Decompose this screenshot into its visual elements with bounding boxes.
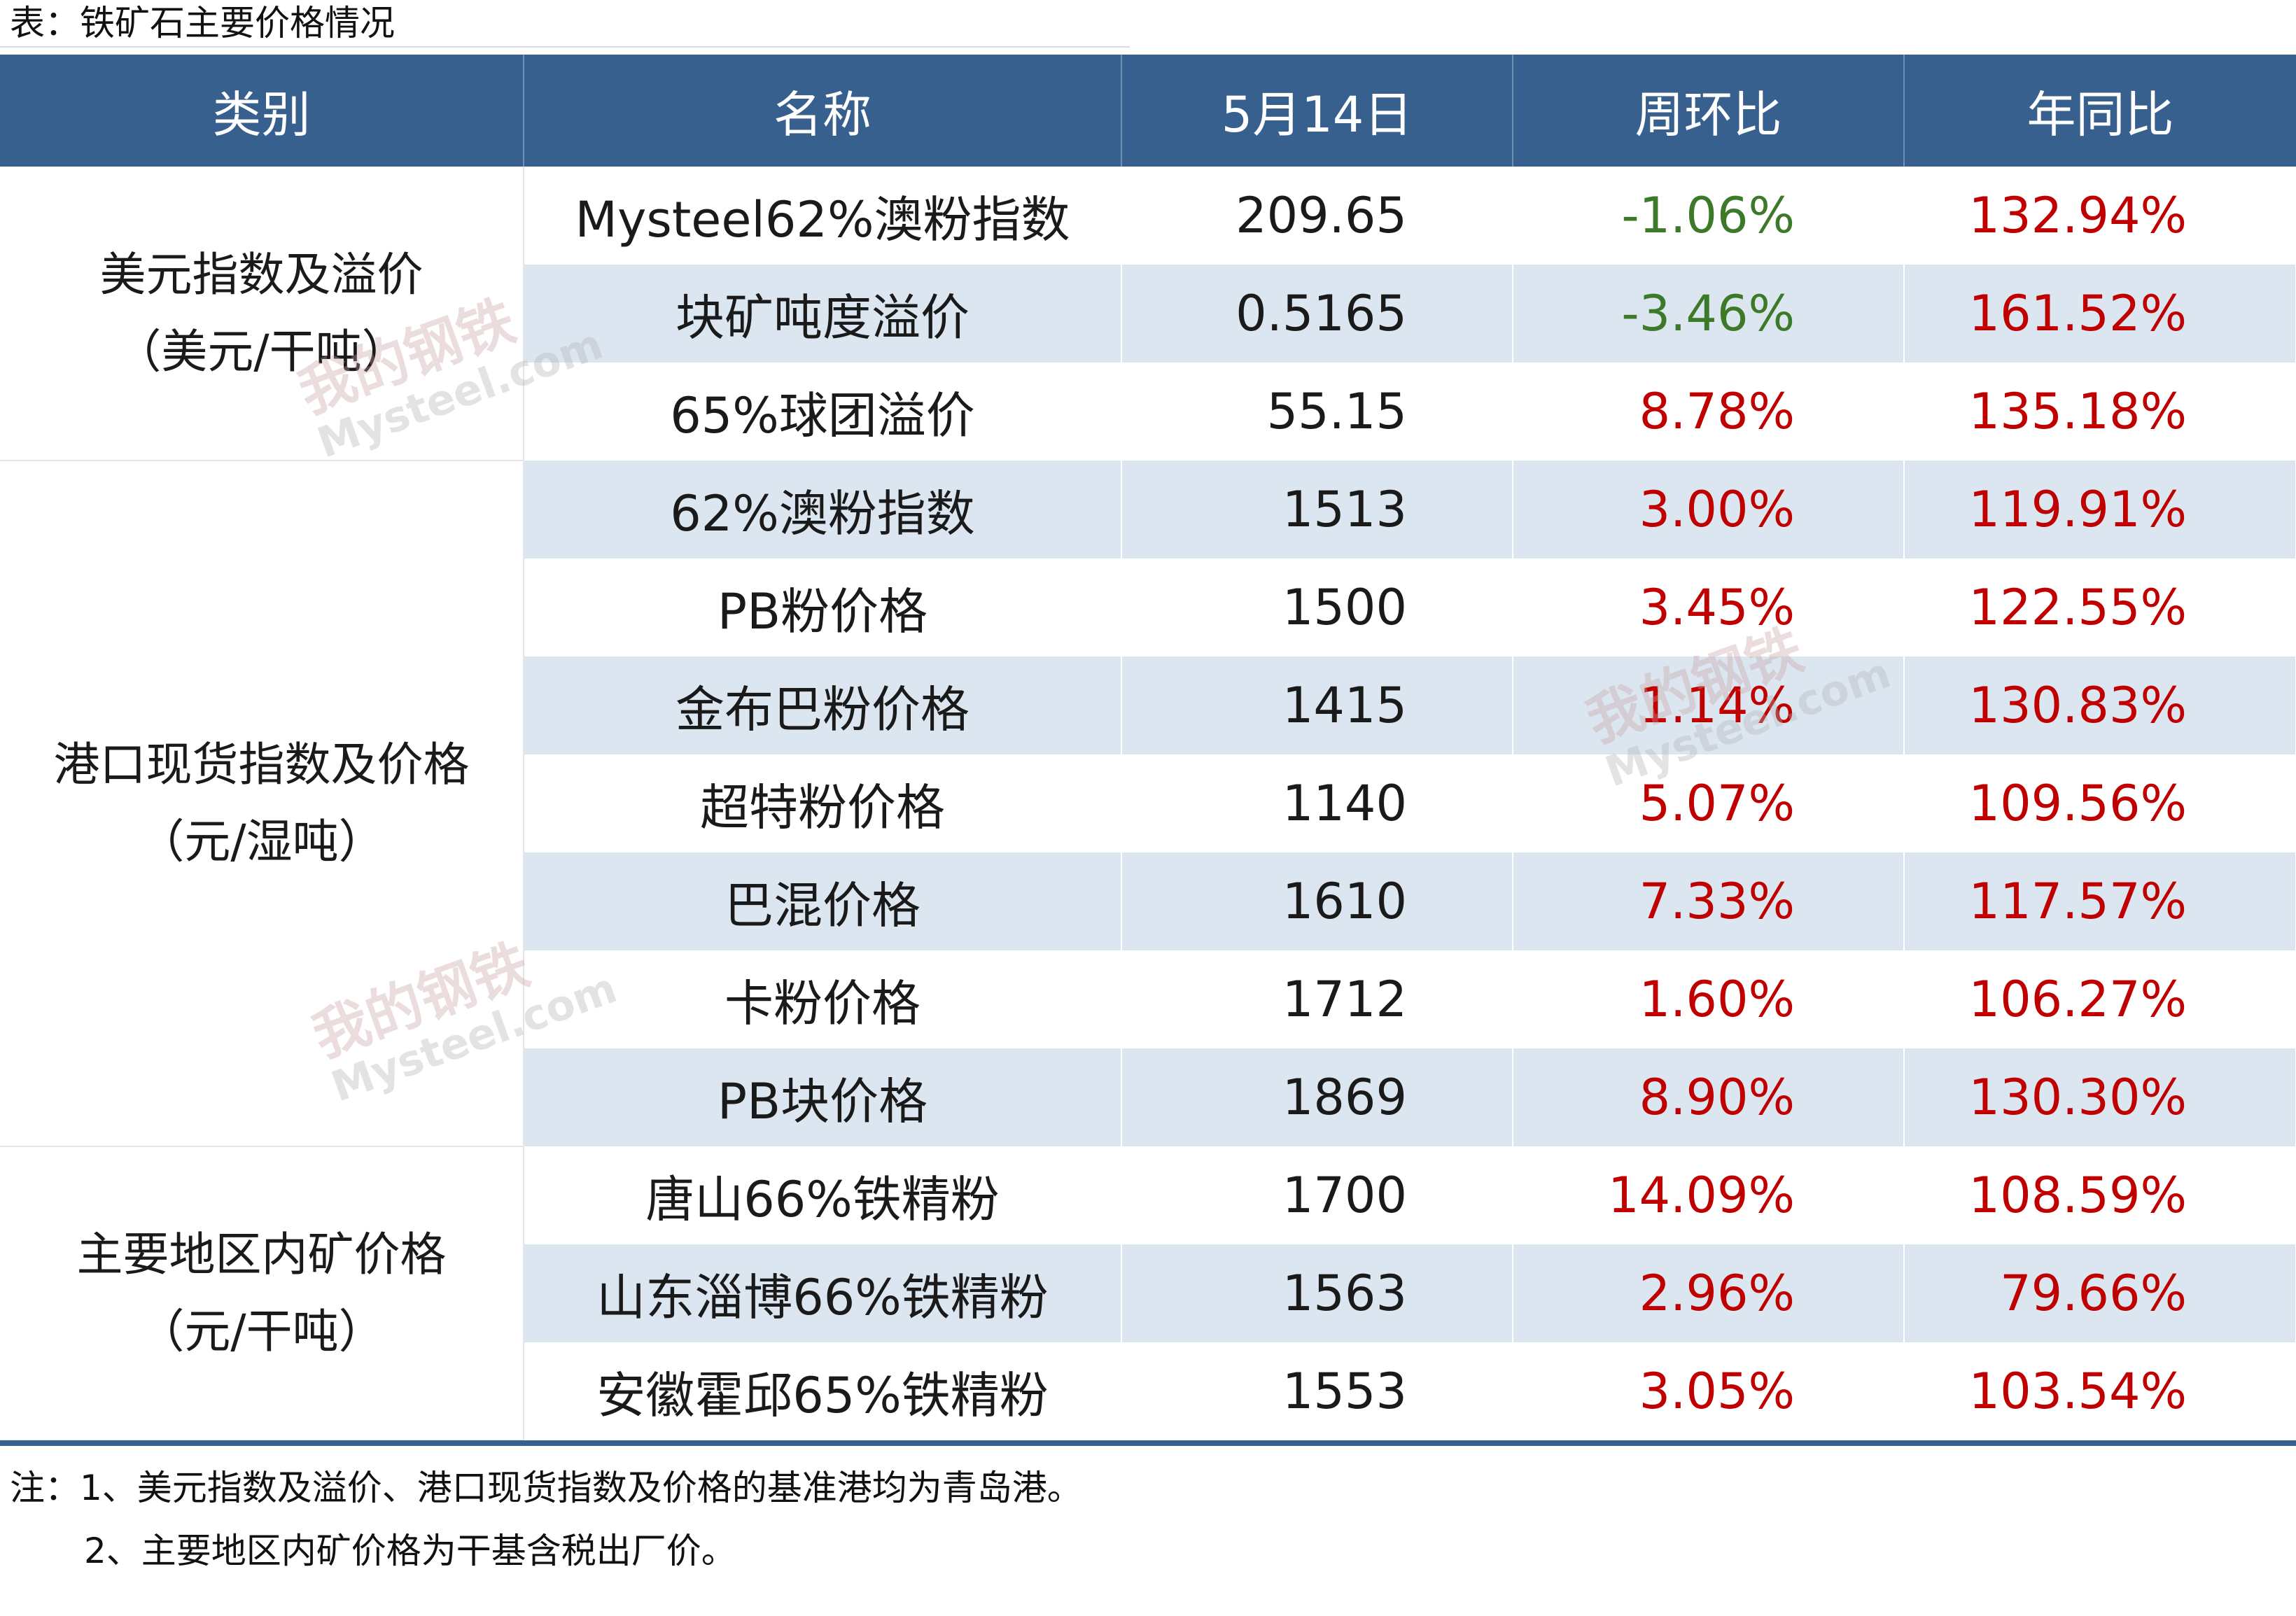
row-yoy: 130.83% <box>1904 656 2296 754</box>
table-row: 美元指数及溢价 （美元/干吨） Mysteel62%澳粉指数 209.65 -1… <box>0 167 2296 461</box>
category-cell: 港口现货指数及价格 （元/湿吨） <box>0 461 524 1147</box>
row-value: 1563 <box>1121 1244 1513 1342</box>
row-value: 1553 <box>1121 1342 1513 1440</box>
row-yoy: 130.30% <box>1904 1048 2296 1146</box>
header-row: 类别 名称 5月14日 周环比 年同比 <box>0 55 2296 167</box>
category-unit: （元/干吨） <box>138 1305 385 1358</box>
row-value: 1513 <box>1121 461 1513 558</box>
row-wow: 1.60% <box>1513 950 1905 1048</box>
row-yoy: 108.59% <box>1904 1146 2296 1244</box>
table-row: 山东淄博66%铁精粉 1563 2.96% 79.66% <box>0 1244 2296 1342</box>
table-row: PB块价格 1869 8.90% 130.30% <box>0 1048 2296 1146</box>
table-bottom-border <box>0 1440 2296 1446</box>
category-unit: （美元/干吨） <box>115 324 408 379</box>
row-yoy: 132.94% <box>1904 167 2296 265</box>
row-wow: 14.09% <box>1513 1146 1905 1244</box>
row-wow: 7.33% <box>1513 852 1905 950</box>
row-yoy: 103.54% <box>1904 1342 2296 1440</box>
table-row: PB粉价格 1500 3.45% 122.55% <box>0 558 2296 656</box>
row-value: 1140 <box>1121 754 1513 852</box>
row-yoy: 106.27% <box>1904 950 2296 1048</box>
table-row: 超特粉价格 1140 5.07% 109.56% <box>0 754 2296 852</box>
header-wow: 周环比 <box>1513 55 1905 167</box>
header-name: 名称 <box>524 55 1122 167</box>
table-row: 金布巴粉价格 1415 1.14% 130.83% <box>0 656 2296 754</box>
iron-ore-price-table: 类别 名称 5月14日 周环比 年同比 美元指数及溢价 （美元/干吨） Myst… <box>0 55 2296 1441</box>
category-label: 美元指数及溢价 <box>99 247 424 302</box>
row-name: Mysteel62%澳粉指数 <box>524 167 1122 265</box>
footnote-2: 2、主要地区内矿价格为干基含税出厂价。 <box>84 1531 736 1571</box>
table-row: 块矿吨度溢价 0.5165 -3.46% 161.52% <box>0 265 2296 363</box>
table-title: 表：铁矿石主要价格情况 <box>0 0 1130 48</box>
row-value: 1500 <box>1121 558 1513 656</box>
header-yoy: 年同比 <box>1904 55 2296 167</box>
row-name: 安徽霍邱65%铁精粉 <box>524 1342 1122 1440</box>
row-name: 超特粉价格 <box>524 754 1122 852</box>
category-label: 主要地区内矿价格 <box>76 1228 447 1281</box>
row-name: 卡粉价格 <box>524 950 1122 1048</box>
header-category: 类别 <box>0 55 524 167</box>
row-wow: 3.00% <box>1513 461 1905 558</box>
row-wow: 3.05% <box>1513 1342 1905 1440</box>
row-value: 1869 <box>1121 1048 1513 1146</box>
row-value: 1415 <box>1121 656 1513 754</box>
row-wow: 2.96% <box>1513 1244 1905 1342</box>
row-yoy: 161.52% <box>1904 265 2296 363</box>
row-yoy: 117.57% <box>1904 852 2296 950</box>
row-name: 唐山66%铁精粉 <box>524 1146 1122 1244</box>
row-wow: 8.90% <box>1513 1048 1905 1146</box>
table-row: 安徽霍邱65%铁精粉 1553 3.05% 103.54% <box>0 1342 2296 1440</box>
table-row: 卡粉价格 1712 1.60% 106.27% <box>0 950 2296 1048</box>
row-name: 山东淄博66%铁精粉 <box>524 1244 1122 1342</box>
row-value: 55.15 <box>1121 363 1513 461</box>
row-value: 0.5165 <box>1121 265 1513 363</box>
row-value: 1610 <box>1121 852 1513 950</box>
row-value: 1712 <box>1121 950 1513 1048</box>
category-cell: 美元指数及溢价 （美元/干吨） <box>0 167 524 461</box>
footnote-1: 注：1、美元指数及溢价、港口现货指数及价格的基准港均为青岛港。 <box>10 1468 1082 1508</box>
row-wow: 5.07% <box>1513 754 1905 852</box>
row-name: 块矿吨度溢价 <box>524 265 1122 363</box>
row-wow: 8.78% <box>1513 363 1905 461</box>
row-name: 巴混价格 <box>524 852 1122 950</box>
row-wow: 1.14% <box>1513 656 1905 754</box>
row-name: 62%澳粉指数 <box>524 461 1122 558</box>
row-name: PB块价格 <box>524 1048 1122 1146</box>
table-row: 65%球团溢价 55.15 8.78% 135.18% <box>0 363 2296 461</box>
row-name: PB粉价格 <box>524 558 1122 656</box>
row-name: 金布巴粉价格 <box>524 656 1122 754</box>
table-row: 主要地区内矿价格 （元/干吨） 唐山66%铁精粉 1700 14.09% 108… <box>0 1146 2296 1441</box>
row-yoy: 79.66% <box>1904 1244 2296 1342</box>
category-cell: 主要地区内矿价格 （元/干吨） <box>0 1146 524 1441</box>
row-value: 209.65 <box>1121 167 1513 265</box>
row-wow: -3.46% <box>1513 265 1905 363</box>
category-label: 港口现货指数及价格 <box>53 738 470 792</box>
row-yoy: 135.18% <box>1904 363 2296 461</box>
row-yoy: 119.91% <box>1904 461 2296 558</box>
header-date: 5月14日 <box>1121 55 1513 167</box>
table-row: 港口现货指数及价格 （元/湿吨） 62%澳粉指数 1513 3.00% 119.… <box>0 461 2296 1147</box>
row-yoy: 122.55% <box>1904 558 2296 656</box>
row-value: 1700 <box>1121 1146 1513 1244</box>
category-unit: （元/湿吨） <box>138 815 385 869</box>
row-wow: 3.45% <box>1513 558 1905 656</box>
table-row: 巴混价格 1610 7.33% 117.57% <box>0 852 2296 950</box>
row-wow: -1.06% <box>1513 167 1905 265</box>
row-yoy: 109.56% <box>1904 754 2296 852</box>
row-name: 65%球团溢价 <box>524 363 1122 461</box>
